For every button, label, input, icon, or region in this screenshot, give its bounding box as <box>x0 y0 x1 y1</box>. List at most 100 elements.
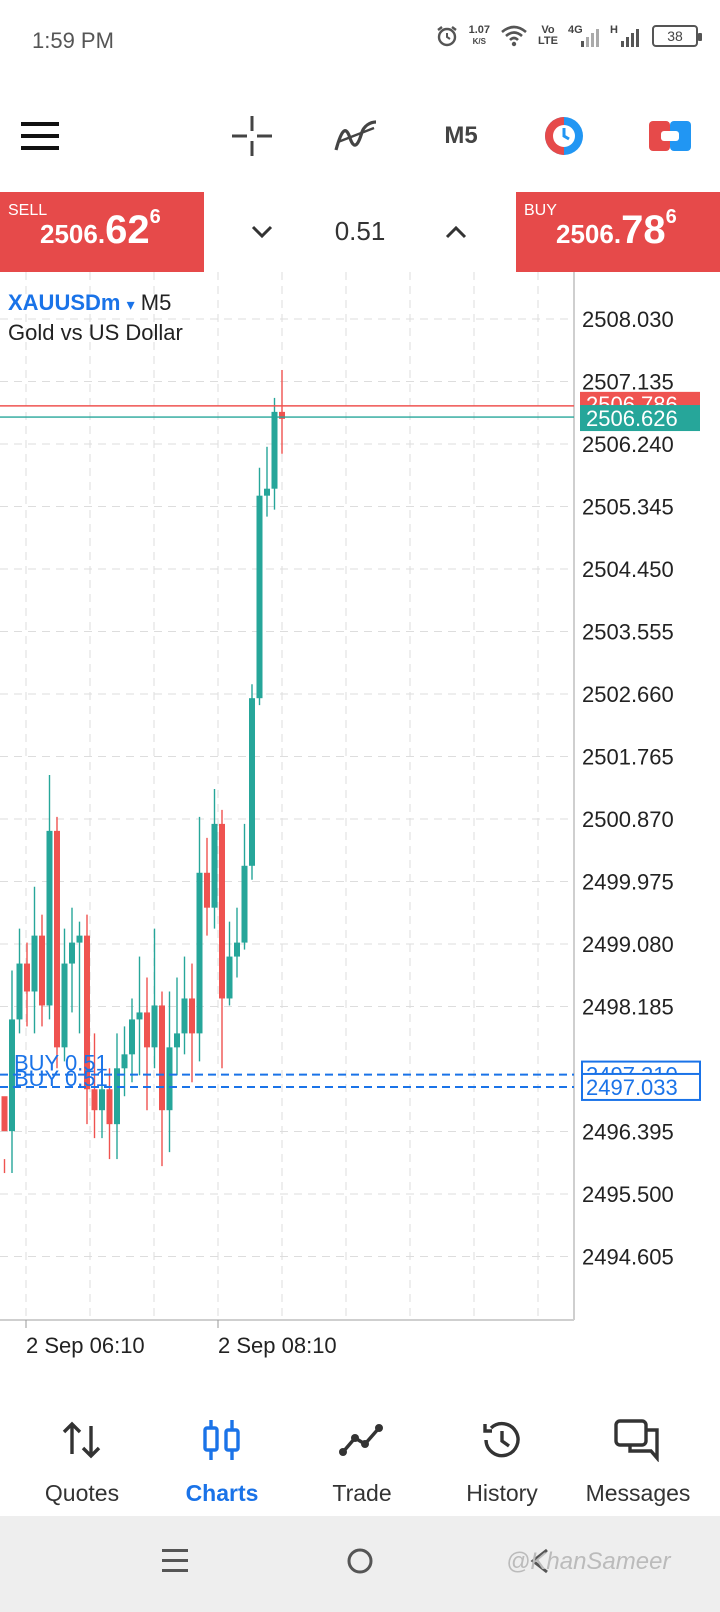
status-time: 1:59 PM <box>32 28 114 53</box>
candle-body <box>189 998 195 1034</box>
buy-label: BUY <box>524 202 557 219</box>
trade-panel-toggle-button[interactable] <box>640 96 700 176</box>
candle-body <box>256 495 263 699</box>
volte-indicator: Vo LTE <box>538 25 558 47</box>
chart-timeframe: M5 <box>140 290 172 315</box>
timeframe-button[interactable]: M5 <box>444 122 478 149</box>
price-chart[interactable]: 2508.030 2507.135 2506.240 2505.345 2504.450… <box>0 272 720 1392</box>
indicators-button[interactable] <box>326 96 386 176</box>
candle-body <box>271 411 278 489</box>
y-tick-label: 2503.555 <box>582 620 674 645</box>
candle-body <box>226 956 233 999</box>
signal-4g: 4G <box>568 25 600 47</box>
candle-body <box>166 1047 173 1111</box>
candle-body <box>129 1019 135 1055</box>
battery-icon: 38 <box>652 25 702 47</box>
chevron-down-icon <box>251 225 273 239</box>
history-clock-icon <box>483 1421 520 1458</box>
y-tick-label: 2502.660 <box>582 682 674 707</box>
speed-unit: K/S <box>472 37 486 46</box>
candle-body <box>91 1089 98 1111</box>
back-button[interactable] <box>525 1546 555 1581</box>
candle-body <box>174 1033 180 1048</box>
recents-button[interactable] <box>160 1546 190 1581</box>
volume-increase-button[interactable] <box>436 212 476 252</box>
candle-body <box>249 698 255 866</box>
y-tick-label: 2505.345 <box>582 495 674 520</box>
candle-body <box>54 830 60 1048</box>
status-bar: 1:59 PM 1.07 K/S Vo LTE 4G H 38 <box>0 0 720 80</box>
trade-panel-toggle-icon <box>649 121 691 151</box>
volte-top: Vo <box>541 24 555 36</box>
y-tick-label: 2500.870 <box>582 807 674 832</box>
nav-quotes[interactable]: Quotes <box>12 1392 152 1516</box>
nav-quotes-label: Quotes <box>44 1480 120 1506</box>
crosshair-button[interactable] <box>222 96 282 176</box>
nav-trade[interactable]: Trade <box>292 1392 432 1516</box>
candle-body <box>106 1089 113 1125</box>
volume-input[interactable]: 0.51 <box>334 216 386 246</box>
indicators-icon <box>334 120 377 151</box>
volte-bottom: LTE <box>538 35 558 47</box>
chart-canvas[interactable]: 2508.030 2507.135 2506.240 2505.345 2504.450… <box>0 272 720 1392</box>
wifi-icon <box>501 25 527 47</box>
symbol-name[interactable]: XAUUSDm <box>8 290 121 315</box>
home-circle-icon <box>347 1548 373 1574</box>
volume-decrease-button[interactable] <box>242 212 282 252</box>
sell-label: SELL <box>8 202 48 219</box>
signal-bars-icon <box>621 29 639 47</box>
one-click-trading-button[interactable] <box>534 96 594 176</box>
network-h-label: H <box>610 24 618 36</box>
position-label: BUY 0.51 <box>14 1066 108 1091</box>
signal-h: H <box>610 25 642 47</box>
system-navigation-bar: @KhanSameer <box>0 1516 720 1612</box>
candle-body <box>46 830 53 1006</box>
chevron-up-icon <box>445 225 467 239</box>
symbol-dropdown-icon[interactable]: ▾ <box>126 297 135 314</box>
candle-body <box>69 942 75 964</box>
y-tick-label: 2506.240 <box>582 432 674 457</box>
charts-candles-icon <box>203 1420 240 1460</box>
candle-body <box>16 963 23 1020</box>
nav-messages[interactable]: Messages <box>568 1392 708 1516</box>
candle-body <box>211 823 218 908</box>
candle-body <box>121 1054 128 1069</box>
alarm-icon <box>436 26 457 47</box>
candle-body <box>31 935 38 992</box>
y-tick-label: 2498.185 <box>582 995 674 1020</box>
chart-toolbar: M5 <box>0 96 720 176</box>
buy-button[interactable]: BUY 2506.786 <box>516 192 720 272</box>
nav-history[interactable]: History <box>432 1392 572 1516</box>
candle-body <box>136 1012 143 1020</box>
menu-button[interactable] <box>10 96 70 176</box>
y-tick-label: 2507.135 <box>582 370 674 395</box>
position-price-tag <box>581 1072 701 1101</box>
candle-body <box>204 872 210 908</box>
bottom-navigation: Quotes Charts Trade History Messages <box>0 1392 720 1516</box>
network-speed: 1.07 K/S <box>469 25 490 47</box>
recents-icon <box>162 1549 188 1572</box>
position-price-label: 2497.033 <box>586 1075 678 1100</box>
home-button[interactable] <box>345 1546 375 1581</box>
x-tick-label: 2 Sep 08:10 <box>218 1333 337 1358</box>
position-label: BUY 0.51 <box>14 1051 108 1076</box>
network-4g-label: 4G <box>568 24 583 36</box>
bid-price-tag <box>580 405 700 432</box>
candle-body <box>24 963 30 992</box>
symbol-description: Gold vs US Dollar <box>8 320 183 345</box>
buy-price: 2506.786 <box>556 206 677 253</box>
x-tick-label: 2 Sep 06:10 <box>26 1333 145 1358</box>
candle-body <box>241 865 248 943</box>
sell-button[interactable]: SELL 2506.626 <box>0 192 204 272</box>
nav-history-label: History <box>466 1480 538 1506</box>
messages-chat-icon <box>614 1419 659 1462</box>
candle-body <box>151 1005 158 1048</box>
y-tick-label: 2496.395 <box>582 1120 674 1145</box>
buy-price-big: 78 <box>621 208 666 252</box>
y-tick-label: 2495.500 <box>582 1182 674 1207</box>
candle-body <box>219 823 225 999</box>
candle-body <box>61 963 68 1048</box>
y-tick-label: 2508.030 <box>582 307 674 332</box>
nav-charts[interactable]: Charts <box>152 1392 292 1516</box>
bid-price-label: 2506.626 <box>586 406 678 431</box>
